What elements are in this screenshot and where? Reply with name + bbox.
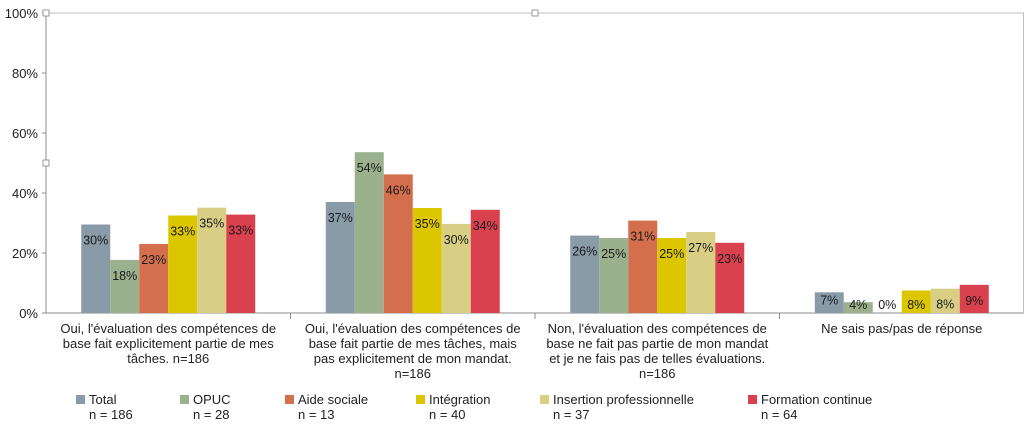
data-label: 33%: [170, 225, 195, 239]
bar: [412, 208, 442, 313]
bar: [226, 214, 256, 313]
bar: [686, 232, 716, 313]
data-label: 25%: [659, 247, 684, 261]
data-label: 30%: [83, 234, 108, 248]
legend-label: Formation continue: [761, 392, 873, 407]
legend-swatch: [540, 395, 549, 404]
data-label: 35%: [199, 217, 224, 231]
data-label: 37%: [328, 211, 353, 225]
data-label: 18%: [112, 269, 137, 283]
legend-sample-size: n = 28: [193, 407, 230, 422]
data-label: 30%: [444, 233, 469, 247]
category-label: Oui, l'évaluation des compétences de base…: [60, 321, 276, 366]
legend: Total n = 186 OPUC n = 28 Aide sociale n = 13…: [0, 392, 1024, 426]
bar: [441, 223, 471, 313]
bar: [628, 220, 658, 313]
legend-swatch: [748, 395, 757, 404]
legend-label: OPUC: [193, 392, 231, 407]
legend-swatch: [76, 395, 85, 404]
bar: [657, 238, 687, 313]
legend-swatch: [416, 395, 425, 404]
bar: [959, 284, 989, 313]
legend-item: Formation continue n = 64: [748, 392, 872, 422]
legend-item: Aide sociale n = 13: [285, 392, 368, 422]
data-label: 31%: [630, 230, 655, 244]
legend-swatch: [180, 395, 189, 404]
category-label: Ne sais pas/pas de réponse: [821, 321, 982, 336]
legend-sample-size: n = 40: [429, 407, 466, 422]
bar: [715, 242, 745, 313]
legend-sample-size: n = 13: [298, 407, 335, 422]
data-label: 8%: [907, 298, 925, 312]
legend-label: Intégration: [429, 392, 491, 407]
data-label: 9%: [965, 294, 983, 308]
bar: [354, 152, 384, 313]
bar: [383, 174, 413, 313]
data-label: 23%: [141, 253, 166, 267]
selection-handle: [42, 159, 50, 167]
bar-chart: 0% 20% 40% 60% 80% 100% 30% 18% 23% 33% 35% 33% Oui,…: [5, 6, 1024, 381]
data-label: 27%: [688, 241, 713, 255]
legend-label: Aide sociale: [298, 392, 369, 407]
bar: [325, 202, 355, 313]
bar: [599, 238, 629, 313]
data-label: 7%: [820, 293, 838, 307]
legend-sample-size: n = 64: [761, 407, 798, 422]
y-tick-label: 40%: [12, 186, 38, 201]
legend-swatch: [285, 395, 294, 404]
legend-label: Insertion professionnelle: [553, 392, 694, 407]
bar: [139, 244, 169, 313]
legend-item: OPUC n = 28: [180, 392, 231, 422]
bar: [901, 290, 931, 313]
selection-handle: [531, 9, 539, 17]
data-label: 8%: [936, 298, 954, 312]
category-label: Non, l'évaluation des compétences de base…: [546, 321, 768, 381]
bar: [930, 288, 960, 313]
data-label: 35%: [415, 217, 440, 231]
data-label: 46%: [386, 183, 411, 197]
y-tick-label: 0%: [19, 306, 38, 321]
legend-label: Total: [89, 392, 117, 407]
legend-item: Total n = 186: [76, 392, 133, 422]
bar: [110, 259, 140, 313]
legend-sample-size: n = 37: [553, 407, 590, 422]
bar: [570, 235, 600, 313]
category-label: Oui, l'évaluation des compétences de base…: [305, 321, 521, 381]
y-tick-label: 80%: [12, 66, 38, 81]
data-label: 25%: [601, 247, 626, 261]
y-tick-label: 100%: [5, 6, 39, 21]
data-label: 34%: [473, 219, 498, 233]
selection-handle: [42, 9, 50, 17]
y-tick-label: 60%: [12, 126, 38, 141]
bar: [81, 224, 111, 313]
data-label: 26%: [572, 245, 597, 259]
bar: [168, 215, 198, 313]
legend-sample-size: n = 186: [89, 407, 133, 422]
data-label: 54%: [357, 161, 382, 175]
data-label: 0%: [878, 298, 896, 312]
bar: [197, 207, 227, 313]
y-tick-label: 20%: [12, 246, 38, 261]
data-label: 23%: [717, 252, 742, 266]
data-label: 33%: [228, 224, 253, 238]
data-label: 4%: [849, 298, 867, 312]
bar: [470, 209, 500, 313]
bar: [843, 302, 873, 313]
legend-item: Intégration n = 40: [416, 392, 490, 422]
bar: [814, 292, 844, 313]
legend-item: Insertion professionnelle n = 37: [540, 392, 694, 422]
